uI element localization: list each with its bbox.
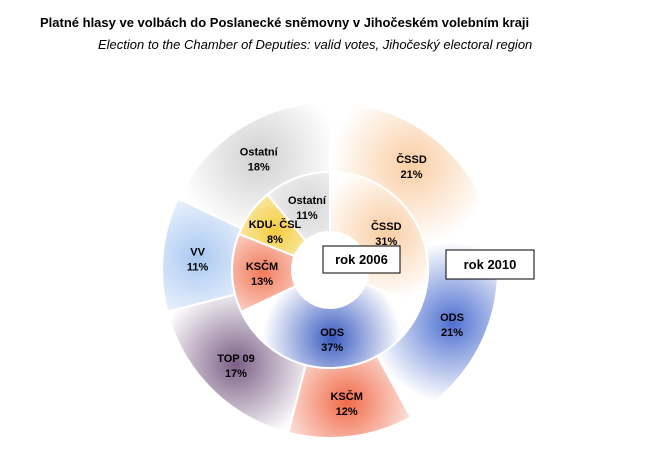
slice-value-inner-ostatni: 11% bbox=[296, 210, 318, 222]
slice-label-inner-cssd: ČSSD bbox=[371, 220, 402, 233]
slice-value-outer-kscm: 12% bbox=[336, 406, 358, 418]
slice-label-inner-ostatni: Ostatní bbox=[288, 195, 327, 207]
chart-title: Platné hlasy ve volbách do Poslanecké sn… bbox=[40, 15, 530, 30]
slice-value-outer-top-09: 17% bbox=[225, 368, 247, 380]
outer-ring-caption-box: rok 2010 bbox=[445, 249, 535, 280]
slice-label-outer-cssd: ČSSD bbox=[396, 153, 427, 166]
slice-value-outer-ostatni: 18% bbox=[248, 162, 270, 174]
slice-value-inner-cssd: 31% bbox=[375, 236, 397, 248]
slice-label-outer-ostatni: Ostatní bbox=[240, 147, 279, 159]
slice-value-outer-ods: 21% bbox=[441, 327, 463, 339]
slice-label-outer-vv: VV bbox=[190, 246, 205, 258]
slice-label-outer-kscm: KSČM bbox=[330, 390, 362, 403]
chart-subtitle: Election to the Chamber of Deputies: val… bbox=[98, 37, 533, 52]
slice-inner-ostatni bbox=[266, 170, 331, 243]
slice-inner-ods bbox=[239, 282, 423, 369]
outer-ring-caption: rok 2010 bbox=[464, 257, 517, 272]
slice-value-outer-vv: 11% bbox=[187, 261, 209, 273]
inner-ring-caption: rok 2006 bbox=[335, 252, 388, 267]
slice-value-inner-kscm: 13% bbox=[251, 276, 273, 288]
slice-label-inner-kscm: KSČM bbox=[246, 260, 278, 273]
slice-label-inner-ods: ODS bbox=[320, 327, 344, 339]
slice-labels: ČSSD 31% ODS 37% KSČM 13% KDU- ČSL 8% Ostatní 11%… bbox=[187, 147, 464, 418]
slice-value-inner-kdu-csl: 8% bbox=[267, 234, 283, 246]
slice-inner-cssd bbox=[329, 170, 429, 308]
slice-value-inner-ods: 37% bbox=[321, 342, 343, 354]
slice-label-outer-top-09: TOP 09 bbox=[217, 353, 255, 365]
slice-label-inner-kdu-csl: KDU- ČSL bbox=[249, 218, 302, 231]
slice-value-outer-cssd: 21% bbox=[401, 169, 423, 181]
inner-ring-caption-box: rok 2006 bbox=[322, 245, 401, 274]
inner-ring-2006 bbox=[231, 170, 429, 369]
slice-label-outer-ods: ODS bbox=[440, 312, 464, 324]
